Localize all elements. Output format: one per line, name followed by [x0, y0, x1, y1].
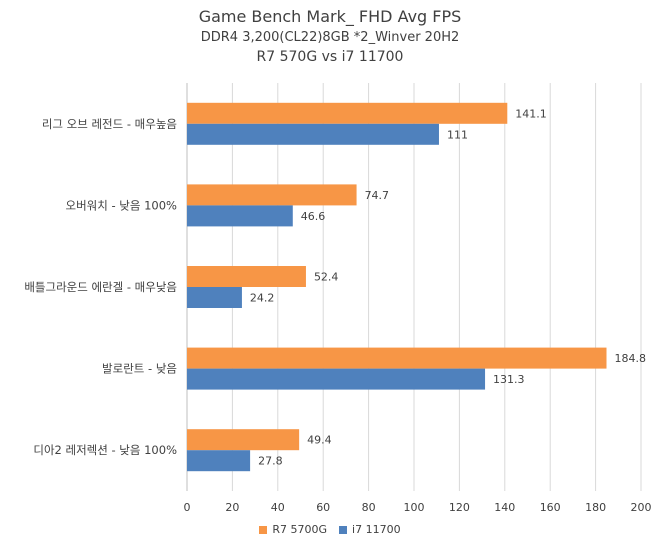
x-tick-label: 180 — [585, 501, 606, 514]
data-label: 74.7 — [365, 189, 390, 202]
x-tick-label: 80 — [362, 501, 376, 514]
bar — [187, 266, 306, 287]
data-label: 52.4 — [314, 271, 339, 284]
bar — [187, 368, 486, 390]
x-tick-label: 160 — [540, 501, 561, 514]
legend-swatch-series-2 — [339, 525, 348, 534]
legend-label-series-1: R7 5700G — [272, 523, 328, 536]
bar — [187, 184, 357, 206]
bar — [187, 287, 242, 308]
x-tick-label: 140 — [494, 501, 515, 514]
x-tick-label: 40 — [271, 501, 285, 514]
data-label: 111 — [447, 128, 468, 141]
data-label: 46.6 — [301, 210, 326, 223]
legend-item-series-1: R7 5700G — [259, 523, 327, 536]
bar — [187, 205, 293, 227]
x-tick-label: 120 — [449, 501, 470, 514]
data-label: 184.8 — [614, 352, 646, 365]
chart-subtitle: DDR4 3,200(CL22)8GB *2_Winver 20H2 — [200, 30, 460, 45]
bar — [187, 347, 607, 369]
data-label: 141.1 — [515, 107, 547, 120]
chart-titles: Game Bench Mark_ FHD Avg FPS DDR4 3,200(… — [0, 6, 660, 68]
x-tick-label: 200 — [631, 501, 652, 514]
category-label: 디아2 레저렉션 - 낮음 100% — [33, 443, 177, 457]
legend-label-series-2: i7 11700 — [352, 523, 401, 536]
bar — [187, 429, 300, 451]
category-label: 발로란트 - 낮음 — [102, 362, 177, 376]
data-label: 24.2 — [250, 292, 275, 305]
legend-item-series-2: i7 11700 — [339, 523, 401, 536]
bar — [187, 123, 439, 145]
x-tick-label: 60 — [316, 501, 330, 514]
category-label: 오버워치 - 낮음 100% — [66, 198, 178, 212]
chart-subtitle-2: R7 570G vs i7 11700 — [256, 49, 404, 65]
bar — [187, 450, 251, 472]
legend-swatch-series-1 — [259, 525, 268, 534]
bar — [187, 102, 508, 124]
data-label: 27.8 — [258, 455, 283, 468]
x-tick-label: 20 — [225, 501, 239, 514]
category-label: 리그 오브 레전드 - 매우높음 — [42, 117, 177, 131]
x-tick-label: 100 — [404, 501, 425, 514]
data-label: 131.3 — [493, 373, 525, 386]
chart-title: Game Bench Mark_ FHD Avg FPS — [198, 7, 462, 26]
data-label: 49.4 — [307, 434, 332, 447]
category-label: 배틀그라운드 에란겔 - 매우낮음 — [24, 280, 177, 294]
x-tick-label: 0 — [184, 501, 191, 514]
legend: R7 5700G i7 11700 — [0, 523, 660, 536]
